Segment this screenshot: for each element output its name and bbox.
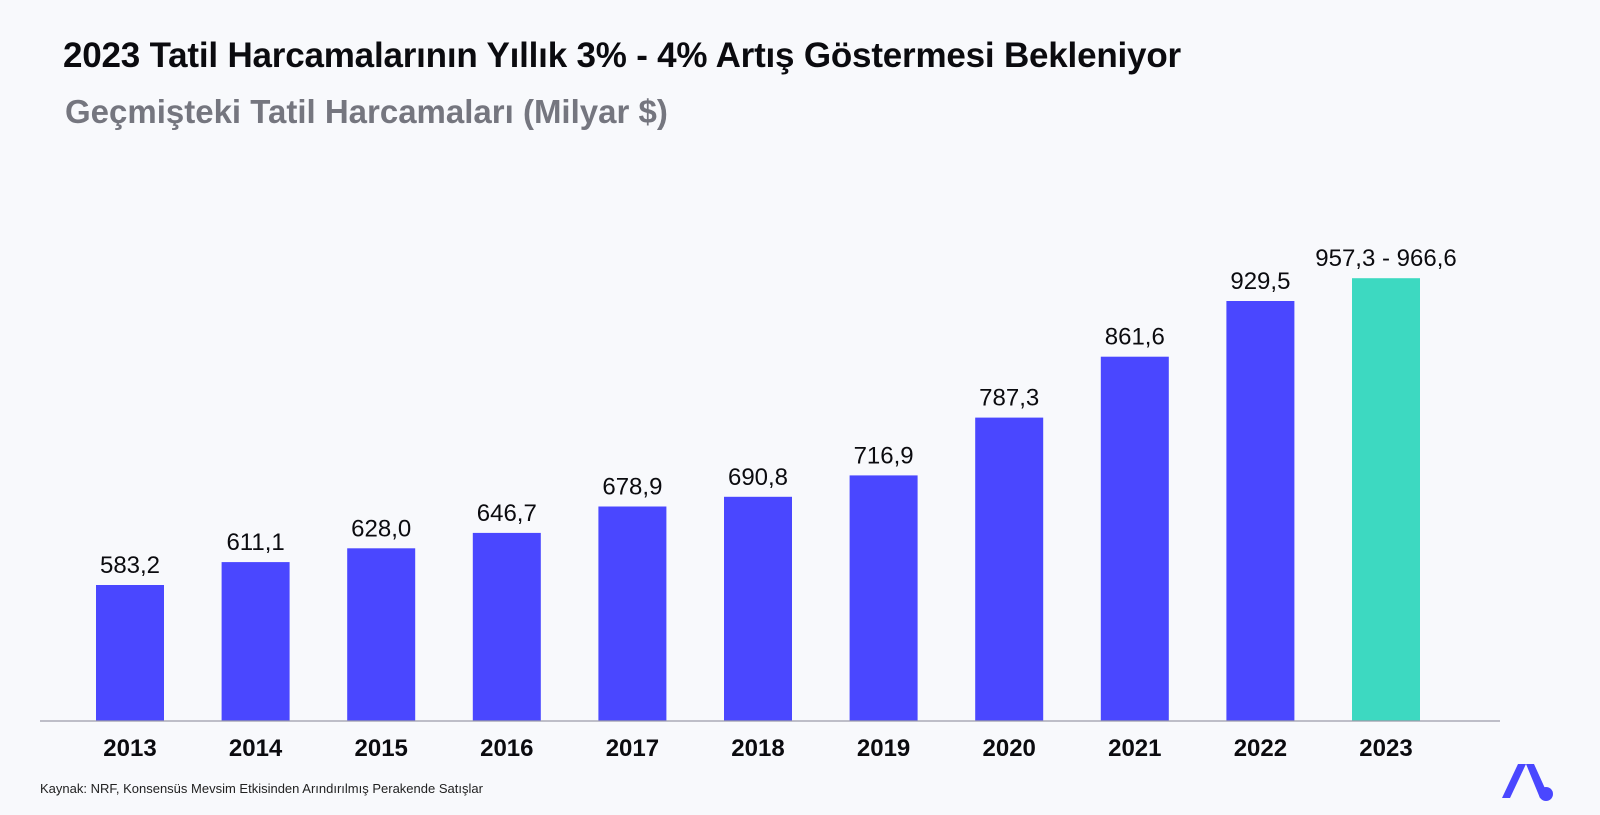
chart-subtitle: Geçmişteki Tatil Harcamaları (Milyar $) (65, 93, 668, 130)
x-tick-label-2014: 2014 (229, 735, 283, 762)
bar-2016 (472, 532, 541, 721)
brand-logo-icon (1502, 764, 1553, 801)
x-tick-label-2023: 2023 (1359, 735, 1412, 762)
data-label-2022: 929,5 (1230, 268, 1290, 295)
bar-2018 (724, 496, 792, 721)
data-label-2015: 628,0 (351, 515, 411, 542)
x-tick-label-2020: 2020 (983, 735, 1036, 762)
data-label-2019: 716,9 (854, 442, 914, 469)
x-tick-label-2018: 2018 (731, 735, 784, 762)
bar-2021 (1100, 356, 1169, 721)
x-tick-label-2013: 2013 (103, 735, 156, 762)
x-tick-labels-group: 2013 2014 2015 2016 2017 2018 2019 2020 2021 2022… (103, 735, 1412, 762)
data-label-2014: 611,1 (226, 529, 284, 556)
chart-title: 2023 Tatil Harcamalarının Yıllık 3% - 4%… (63, 36, 1181, 75)
bar-2022 (1226, 301, 1295, 721)
data-label-2020: 787,3 (979, 385, 1039, 412)
data-label-2013: 583,2 (100, 552, 160, 579)
data-label-2018: 690,8 (728, 464, 788, 491)
bar-2020 (975, 417, 1044, 721)
data-label-2021: 861,6 (1105, 324, 1165, 351)
bar-2015 (347, 548, 416, 721)
x-tick-label-2022: 2022 (1234, 735, 1287, 762)
x-tick-label-2019: 2019 (857, 735, 910, 762)
value-labels-group: 583,2 611,1 628,0 646,7 678,9 690,8 716,9 787,3… (100, 245, 1457, 579)
x-tick-label-2021: 2021 (1108, 735, 1161, 762)
x-tick-label-2016: 2016 (480, 735, 533, 762)
bar-2014 (221, 562, 290, 721)
x-tick-label-2017: 2017 (606, 735, 659, 762)
source-note: Kaynak: NRF, Konsensüs Mevsim Etkisinden… (40, 781, 483, 796)
data-label-2017: 678,9 (602, 474, 662, 501)
x-tick-label-2015: 2015 (355, 735, 408, 762)
bar-2013 (96, 585, 164, 721)
bars-group (96, 278, 1420, 721)
bar-2019 (849, 475, 918, 721)
data-label-2016: 646,7 (477, 500, 537, 527)
data-label-2023: 957,3 - 966,6 (1315, 245, 1456, 272)
bar-2017 (598, 506, 667, 721)
bar-2023 (1352, 278, 1420, 721)
